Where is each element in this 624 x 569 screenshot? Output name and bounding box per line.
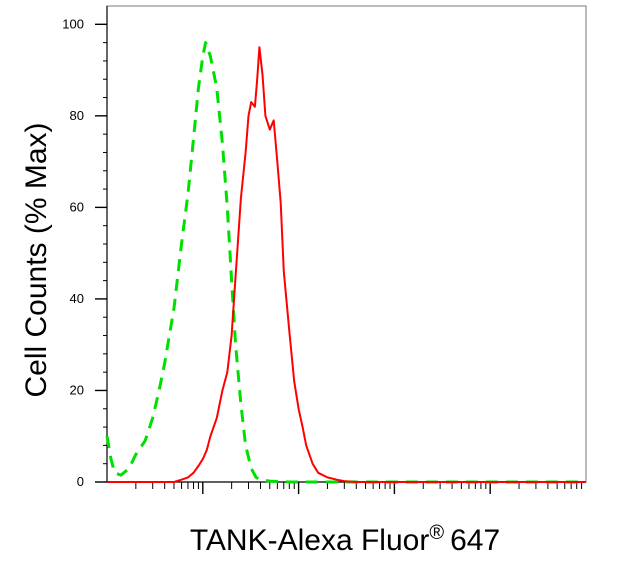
y-tick-label: 60 [70, 199, 84, 214]
x-axis-title-main: TANK-Alexa Fluor [190, 524, 430, 557]
x-axis-title-registered-mark: ® [429, 522, 444, 544]
series-line-sample [107, 46, 586, 483]
y-tick-label: 20 [70, 382, 84, 397]
x-axis-title: TANK-Alexa Fluor® 647 [190, 522, 500, 557]
y-tick-label: 40 [70, 291, 84, 306]
y-axis-title: Cell Counts (% Max) [20, 122, 53, 397]
plot-frame [106, 5, 587, 483]
y-tick-label: 80 [70, 108, 84, 123]
y-tick-label: 0 [77, 474, 84, 489]
y-tick-label: 100 [62, 16, 84, 31]
x-axis-title-suffix: 647 [450, 524, 500, 557]
series-line-control [105, 41, 586, 484]
